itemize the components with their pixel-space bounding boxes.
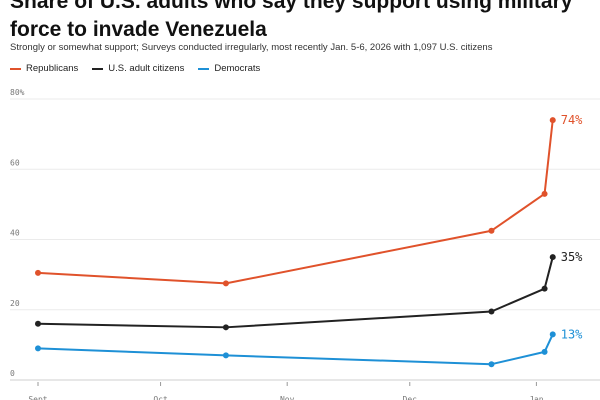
x-tick-label: Dec — [403, 395, 418, 400]
axis-labels: 0 20 40 60 80% Sept Oct Nov Dec Jan — [10, 88, 544, 400]
data-point-democrats — [549, 331, 556, 338]
end-label-us-adults: 35% — [561, 250, 583, 264]
data-point-democrats — [35, 345, 41, 352]
y-tick-label: 0 — [10, 369, 15, 378]
end-label-democrats: 13% — [561, 327, 583, 341]
data-point-democrats — [488, 361, 495, 368]
legend-swatch-us-adults — [92, 67, 104, 70]
data-point-us-adults — [541, 285, 548, 292]
series-line-republicans — [37, 119, 554, 285]
chart-legend: Republicans U.S. adult citizens Democrat… — [10, 63, 260, 74]
legend-label-democrats: Democrats — [214, 63, 261, 74]
series-line-democrats — [37, 333, 554, 366]
data-point-republicans — [541, 190, 548, 197]
x-tick-label: Sept — [28, 395, 47, 400]
data-point-us-adults — [488, 308, 495, 315]
chart-subtitle: Strongly or somewhat support; Surveys co… — [10, 42, 493, 53]
x-tick-label: Nov — [280, 395, 295, 400]
data-point-us-adults — [35, 320, 41, 327]
y-tick-label: 80% — [10, 88, 25, 97]
data-point-us-adults — [222, 324, 229, 331]
legend-label-republicans: Republicans — [26, 63, 79, 74]
y-tick-label: 20 — [10, 299, 20, 308]
legend-label-us-adults: U.S. adult citizens — [108, 63, 185, 74]
data-point-democrats — [541, 348, 548, 355]
legend-item-democrats: Democrats — [198, 63, 260, 74]
data-point-us-adults — [549, 254, 556, 261]
legend-swatch-republicans — [10, 67, 21, 70]
series-line-us-adults — [37, 256, 554, 329]
legend-item-republicans: Republicans — [10, 63, 78, 74]
x-tick-label: Oct — [153, 395, 168, 400]
data-point-republicans — [549, 117, 556, 124]
data-point-republicans — [222, 280, 229, 287]
gridlines — [10, 98, 600, 381]
legend-item-us-adults: U.S. adult citizens — [92, 63, 184, 74]
x-tick-label: Jan — [529, 395, 544, 400]
end-label-republicans: 74% — [561, 113, 583, 127]
y-tick-label: 40 — [10, 229, 20, 238]
end-labels: 74% 35% 13% — [561, 113, 583, 341]
series-lines — [35, 117, 556, 368]
legend-swatch-democrats — [198, 67, 210, 70]
y-tick-label: 60 — [10, 158, 20, 167]
data-point-republicans — [488, 227, 495, 234]
chart-title: Share of U.S. adults who say they suppor… — [10, 0, 573, 41]
data-point-republicans — [35, 269, 41, 276]
data-point-democrats — [222, 352, 229, 359]
